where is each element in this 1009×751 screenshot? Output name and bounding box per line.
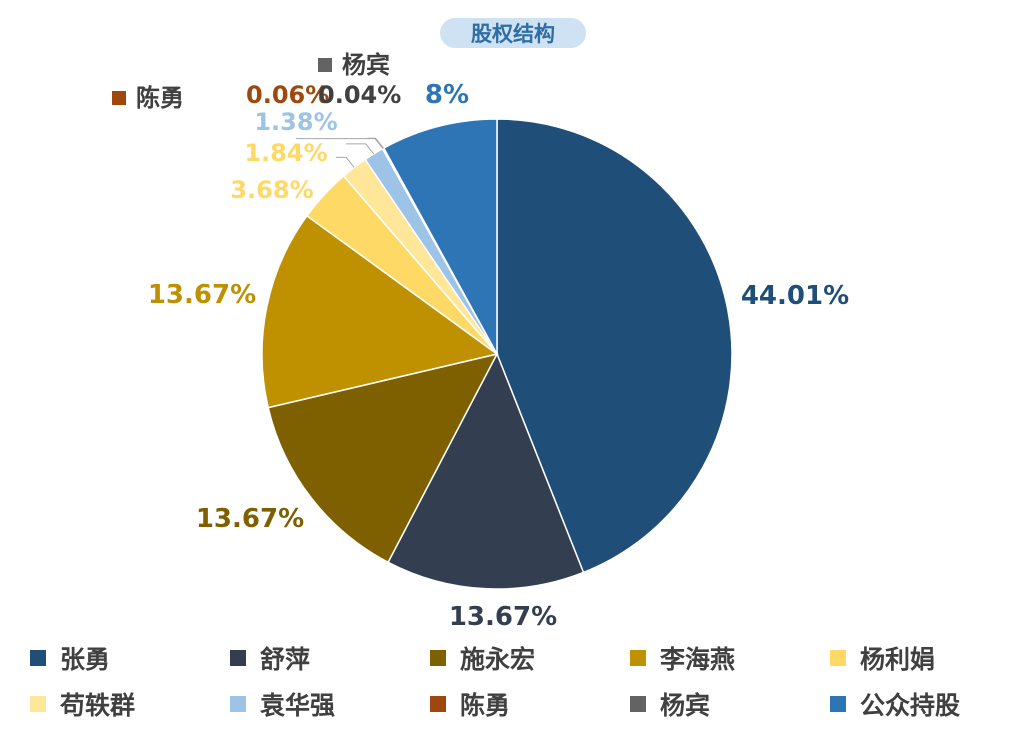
legend-swatch: [630, 650, 646, 666]
pie-slice-4: [261, 214, 499, 409]
slice-value-label-1: 44.01%: [741, 281, 849, 311]
pie-chart: 44.01% 13.67% 13.67% 13.67% 3.68% 1.84% 1.38% 陈…: [112, 51, 849, 632]
legend-swatch: [30, 696, 46, 712]
pie-slice-10: [382, 118, 498, 355]
slice-name-label: 陈勇: [136, 84, 184, 112]
slice-value-label-3: 13.67%: [196, 504, 304, 534]
legend-item: 苟轶群: [30, 686, 230, 722]
slice-value-label-4: 13.67%: [148, 280, 256, 310]
legend-label: 施永宏: [460, 645, 536, 674]
legend-label: 杨利娟: [860, 645, 936, 674]
legend-label: 杨宾: [660, 691, 711, 720]
legend-item: 袁华强: [230, 686, 430, 722]
slice-value-label-9: 0.04%: [318, 81, 401, 109]
slice-name-label: 杨宾: [342, 51, 390, 79]
legend-label: 陈勇: [460, 691, 511, 720]
legend: 张勇 舒萍 施永宏 李海燕 杨利娟苟轶群 袁华强 陈勇 杨宾 公众持股: [30, 640, 1005, 722]
pie-slice-1: [496, 118, 733, 574]
legend-label: 苟轶群: [60, 691, 136, 720]
legend-item: 陈勇: [430, 686, 630, 722]
legend-label: 公众持股: [860, 691, 961, 720]
legend-item: 杨利娟: [830, 640, 1009, 676]
legend-item: 李海燕: [630, 640, 830, 676]
chart-title-text: 股权结构: [471, 22, 555, 46]
slice-value-label-5: 3.68%: [230, 176, 313, 204]
legend-swatch: [430, 650, 446, 666]
slice-value-label-2: 13.67%: [449, 602, 557, 632]
legend-swatch: [30, 650, 46, 666]
legend-swatch: [630, 696, 646, 712]
slice-label-group-9: 杨宾: [318, 51, 390, 79]
leader-line-9: [367, 137, 384, 149]
legend-label: 李海燕: [660, 645, 736, 674]
legend-swatch: [230, 696, 246, 712]
slice-value-label-10: 8%: [425, 80, 469, 110]
legend-swatch: [830, 696, 846, 712]
legend-item: 公众持股: [830, 686, 1009, 722]
legend-label: 张勇: [60, 645, 111, 674]
legend-swatch: [830, 650, 846, 666]
slice-label-group-8: 陈勇: [112, 84, 184, 112]
leader-line-6: [336, 156, 355, 168]
slice-value-label-7: 1.38%: [254, 108, 337, 136]
legend-swatch: [230, 650, 246, 666]
chart-title: 股权结构: [440, 18, 586, 48]
slice-value-label-6: 1.84%: [244, 139, 327, 167]
legend-swatch: [430, 696, 446, 712]
legend-item: 施永宏: [430, 640, 630, 676]
leader-line-7: [346, 143, 375, 155]
legend-item: 张勇: [30, 640, 230, 676]
legend-item: 杨宾: [630, 686, 830, 722]
slice-value-label-8: 0.06%: [246, 81, 329, 109]
legend-label: 袁华强: [260, 691, 336, 720]
legend-label: 舒萍: [260, 645, 311, 674]
slice-name-marker: [318, 58, 332, 72]
legend-item: 舒萍: [230, 640, 430, 676]
slice-name-marker: [112, 91, 126, 105]
pie-slice-3: [267, 352, 499, 564]
pie-slice-2: [387, 352, 585, 590]
